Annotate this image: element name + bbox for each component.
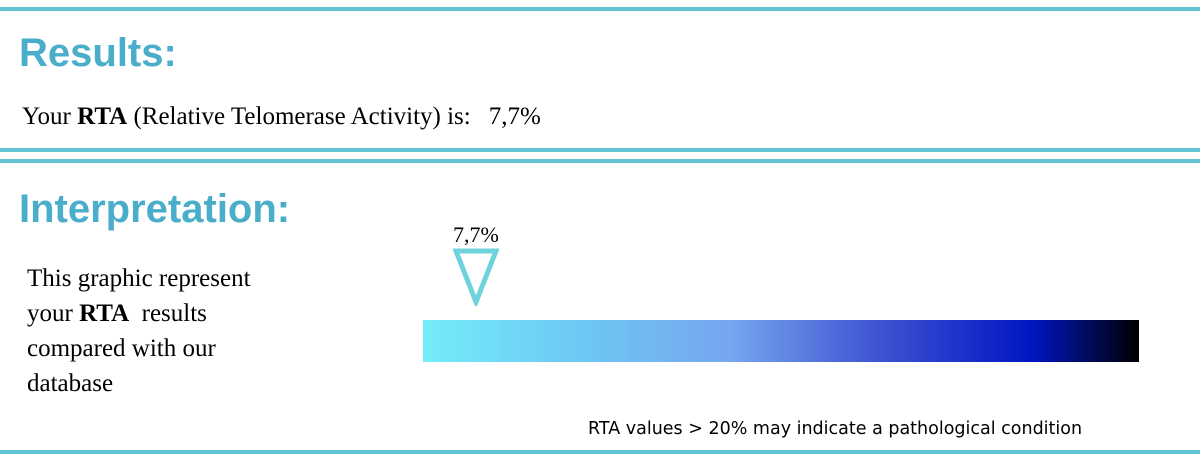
pathology-note: RTA values > 20% may indicate a patholog… <box>588 419 1083 439</box>
interpretation-heading: Interpretation: <box>19 187 291 231</box>
bottom-rule <box>0 450 1200 454</box>
desc-line-2-suffix: results <box>129 300 207 327</box>
results-heading: Results: <box>19 31 177 75</box>
rta-prefix: Your <box>22 103 78 130</box>
desc-line-2: your RTA results <box>27 296 327 331</box>
divider-rule-lower <box>0 159 1200 163</box>
desc-line-4: database <box>27 370 114 397</box>
rta-value: 7,7% <box>488 103 541 130</box>
marker-value-label: 7,7% <box>453 222 499 247</box>
top-rule <box>0 7 1200 11</box>
desc-line-3: compared with our <box>27 335 216 362</box>
desc-line-2-prefix: your <box>27 300 80 327</box>
desc-line-1: This graphic represent <box>27 265 251 292</box>
interpretation-description: This graphic represent your RTA results … <box>27 261 327 401</box>
divider-rule-upper <box>0 148 1200 152</box>
rta-gradient-bar <box>423 320 1139 362</box>
rta-suffix: (Relative Telomerase Activity) is: <box>127 103 471 130</box>
rta-result-line: Your RTA (Relative Telomerase Activity) … <box>22 100 541 134</box>
down-triangle-marker-icon <box>452 248 499 306</box>
desc-rta-abbrev: RTA <box>79 300 130 327</box>
rta-abbrev: RTA <box>77 103 128 130</box>
